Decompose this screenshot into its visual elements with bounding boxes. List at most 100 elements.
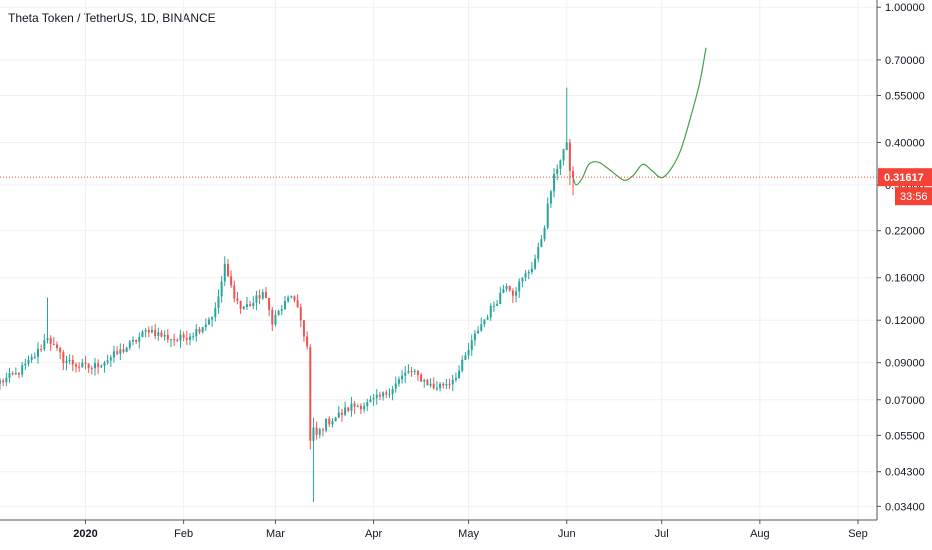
candle-body	[125, 347, 128, 352]
candle-body	[499, 292, 502, 304]
candle-body	[144, 330, 147, 332]
candle-body	[423, 379, 426, 382]
candle-body	[524, 273, 527, 278]
time-tick-label: Aug	[750, 528, 770, 540]
candle-body	[33, 356, 36, 358]
candle-body	[119, 349, 122, 354]
candle-body	[530, 268, 533, 272]
forecast-layer	[572, 47, 707, 186]
candle-body	[74, 364, 77, 367]
candle-body	[258, 295, 261, 299]
candle-body	[157, 332, 160, 337]
candle-body	[321, 429, 324, 431]
candle-body	[204, 324, 207, 328]
candle-body	[68, 359, 71, 361]
candle-body	[492, 305, 495, 307]
candle-body	[283, 300, 286, 310]
price-tick-label: 1.00000	[885, 2, 925, 14]
candle-body	[103, 362, 106, 366]
candle-body	[128, 341, 131, 348]
candle-body	[296, 300, 299, 308]
candle-body	[540, 239, 543, 248]
candle-body	[515, 291, 518, 296]
candle-body	[477, 330, 480, 334]
time-tick-label: Apr	[365, 528, 382, 540]
candle-body	[84, 362, 87, 364]
candle-body	[480, 324, 483, 331]
candle-body	[173, 339, 176, 341]
candle-body	[505, 285, 508, 290]
candle-body	[255, 295, 258, 303]
candle-body	[502, 289, 505, 293]
candle-body	[556, 168, 559, 174]
candle-body	[179, 334, 182, 341]
price-tick-label: 0.03400	[885, 501, 925, 513]
candle-body	[369, 399, 372, 403]
candle-body	[217, 296, 220, 308]
candle-body	[451, 379, 454, 385]
candle-body	[340, 412, 343, 415]
candle-body	[461, 359, 464, 371]
candle-body	[71, 359, 74, 365]
candle-body	[489, 305, 492, 318]
candle-body	[553, 173, 556, 192]
candle-body	[24, 363, 27, 366]
candle-body	[543, 227, 546, 240]
candle-body	[274, 315, 277, 325]
candle-body	[271, 309, 274, 325]
candle-body	[470, 340, 473, 350]
candle-body	[268, 297, 271, 310]
current-price-badge	[878, 168, 932, 187]
candle-body	[464, 355, 467, 360]
price-tick-label: 0.09000	[885, 358, 925, 370]
candle-body	[207, 319, 210, 325]
candle-body	[239, 300, 242, 309]
candle-body	[325, 418, 328, 431]
candle-body	[93, 363, 96, 369]
candle-body	[176, 339, 179, 341]
candle-body	[518, 281, 521, 292]
candle-body	[511, 290, 514, 296]
candle-body	[432, 383, 435, 389]
candle-body	[21, 365, 24, 375]
price-tick-label: 0.70000	[885, 55, 925, 67]
candle-body	[116, 351, 119, 354]
candle-body	[198, 328, 201, 333]
candle-body	[109, 357, 112, 361]
candle-body	[483, 319, 486, 325]
candle-body	[347, 407, 350, 411]
candle-body	[280, 309, 283, 311]
price-tick-label: 0.07000	[885, 395, 925, 407]
candle-body	[385, 392, 388, 395]
candle-body	[312, 427, 315, 441]
time-tick-label: Jul	[655, 528, 669, 540]
candle-body	[309, 347, 312, 441]
candle-body	[454, 378, 457, 380]
candle-body	[52, 344, 55, 346]
candle-body	[559, 160, 562, 169]
candle-body	[211, 317, 214, 320]
candle-body	[233, 285, 236, 299]
candle-body	[106, 360, 109, 363]
candle-body	[135, 339, 138, 342]
candle-body	[55, 344, 58, 348]
candle-body	[46, 338, 49, 341]
price-axis[interactable]: 1.000000.700000.550000.400000.300000.220…	[876, 0, 932, 520]
candle-body	[363, 406, 366, 410]
candle-body	[131, 339, 134, 342]
candle-body	[572, 170, 575, 178]
countdown-label: 33:56	[900, 191, 928, 203]
candle-body	[565, 142, 568, 151]
candle-body	[302, 320, 305, 337]
candle-body	[413, 370, 416, 372]
candle-body	[448, 384, 451, 386]
time-tick-label: Sep	[848, 528, 868, 540]
candle-body	[527, 271, 530, 274]
candle-body	[534, 258, 537, 269]
time-axis[interactable]: 2020 Feb Mar Apr May Jun Jul Aug Sep	[0, 519, 877, 540]
price-tick-label: 0.12000	[885, 315, 925, 327]
candle-body	[372, 398, 375, 400]
candle-body	[306, 336, 309, 347]
